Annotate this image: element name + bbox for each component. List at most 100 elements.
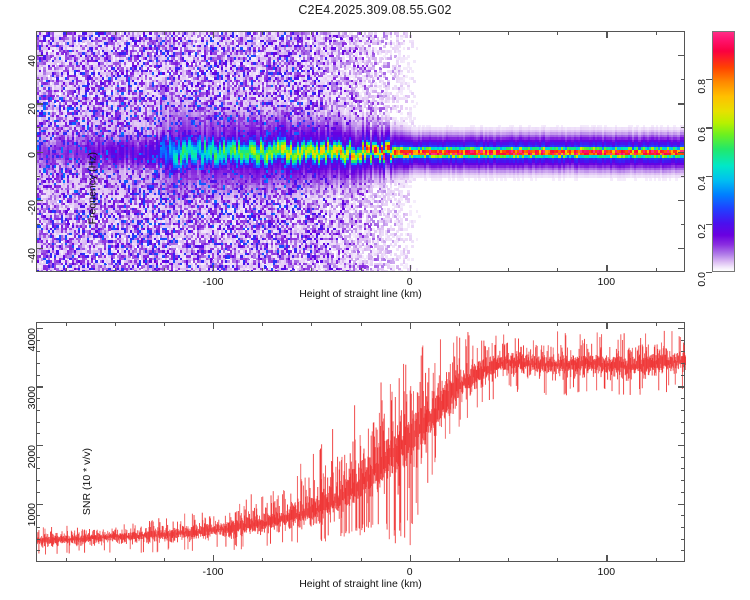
y-minor-tick: [36, 468, 40, 469]
x-minor-tick: [115, 322, 116, 326]
y-tick-label: 0: [10, 152, 54, 182]
y-minor-tick: [36, 398, 40, 399]
x-minor-tick: [557, 268, 558, 272]
x-minor-tick: [508, 558, 509, 562]
x-minor-tick: [557, 322, 558, 326]
y-minor-tick: [36, 457, 40, 458]
x-minor-tick: [656, 558, 657, 562]
x-minor-tick: [656, 322, 657, 326]
y-minor-tick: [681, 539, 685, 540]
y-major-tick: [678, 328, 685, 329]
x-tick-label: 100: [580, 276, 632, 288]
y-major-tick: [678, 386, 685, 387]
y-minor-tick: [681, 515, 685, 516]
y-minor-tick: [681, 410, 685, 411]
x-tick-label: -100: [187, 566, 239, 578]
x-major-tick: [606, 555, 607, 562]
x-major-tick: [410, 265, 411, 272]
colorbar-tick-label: 0.6: [680, 127, 724, 163]
y-minor-tick: [681, 457, 685, 458]
y-minor-tick: [681, 422, 685, 423]
y-tick-label: 20: [10, 103, 54, 133]
x-minor-tick: [66, 31, 67, 35]
x-major-tick: [213, 265, 214, 272]
y-tick-label: -40: [10, 248, 54, 278]
spectrogram-canvas: [37, 32, 684, 271]
snr-xlabel: Height of straight line (km): [0, 578, 721, 590]
y-minor-tick: [36, 176, 40, 177]
y-minor-tick: [36, 515, 40, 516]
x-major-tick: [213, 322, 214, 329]
x-minor-tick: [164, 268, 165, 272]
snr-ylabel: SNR (10 * v/v): [81, 448, 93, 515]
x-minor-tick: [459, 558, 460, 562]
x-major-tick: [213, 555, 214, 562]
x-minor-tick: [262, 268, 263, 272]
y-minor-tick: [36, 539, 40, 540]
spectrogram-ylabel: Frequency (Hz): [86, 152, 98, 224]
y-minor-tick: [36, 351, 40, 352]
x-tick-label: 100: [580, 566, 632, 578]
y-minor-tick: [36, 422, 40, 423]
x-tick-label: 0: [384, 276, 436, 288]
x-minor-tick: [557, 558, 558, 562]
y-minor-tick: [681, 468, 685, 469]
y-minor-tick: [36, 410, 40, 411]
y-tick-label: 1000: [10, 503, 54, 533]
y-minor-tick: [681, 363, 685, 364]
x-minor-tick: [311, 558, 312, 562]
colorbar-tick-label: 0.0: [680, 272, 724, 308]
y-major-tick: [678, 504, 685, 505]
x-minor-tick: [262, 31, 263, 35]
y-tick-label: 4000: [10, 328, 54, 358]
y-major-tick: [678, 445, 685, 446]
y-minor-tick: [36, 527, 40, 528]
y-minor-tick: [681, 398, 685, 399]
x-minor-tick: [66, 558, 67, 562]
y-tick-label: 2000: [10, 445, 54, 475]
x-minor-tick: [164, 558, 165, 562]
y-minor-tick: [681, 527, 685, 528]
x-minor-tick: [311, 268, 312, 272]
y-minor-tick: [681, 550, 685, 551]
colorbar-tick-label: 0.2: [680, 224, 724, 260]
x-minor-tick: [508, 31, 509, 35]
x-minor-tick: [262, 322, 263, 326]
y-minor-tick: [36, 340, 40, 341]
x-minor-tick: [262, 558, 263, 562]
y-tick-label: 40: [10, 55, 54, 85]
snr-plot-area: [36, 322, 685, 562]
x-minor-tick: [361, 558, 362, 562]
x-minor-tick: [459, 322, 460, 326]
x-minor-tick: [459, 268, 460, 272]
y-minor-tick: [36, 433, 40, 434]
x-minor-tick: [311, 322, 312, 326]
colorbar-tick-label: 0.8: [680, 79, 724, 115]
y-minor-tick: [36, 375, 40, 376]
x-tick-label: 0: [384, 566, 436, 578]
y-minor-tick: [36, 550, 40, 551]
x-minor-tick: [459, 31, 460, 35]
x-minor-tick: [115, 268, 116, 272]
x-minor-tick: [508, 268, 509, 272]
x-tick-label: -100: [187, 276, 239, 288]
x-major-tick: [213, 31, 214, 38]
y-minor-tick: [681, 433, 685, 434]
x-minor-tick: [164, 322, 165, 326]
y-minor-tick: [36, 492, 40, 493]
figure-title: C2E4.2025.309.08.55.G02: [0, 3, 750, 17]
colorbar-tick-label: 0.4: [680, 176, 724, 212]
y-minor-tick: [36, 363, 40, 364]
x-minor-tick: [311, 31, 312, 35]
y-minor-tick: [681, 492, 685, 493]
y-minor-tick: [681, 340, 685, 341]
y-minor-tick: [36, 224, 40, 225]
spectrogram-xlabel: Height of straight line (km): [0, 288, 721, 300]
x-minor-tick: [656, 31, 657, 35]
x-major-tick: [410, 31, 411, 38]
y-major-tick: [678, 55, 685, 56]
x-minor-tick: [656, 268, 657, 272]
x-minor-tick: [361, 322, 362, 326]
x-minor-tick: [557, 31, 558, 35]
